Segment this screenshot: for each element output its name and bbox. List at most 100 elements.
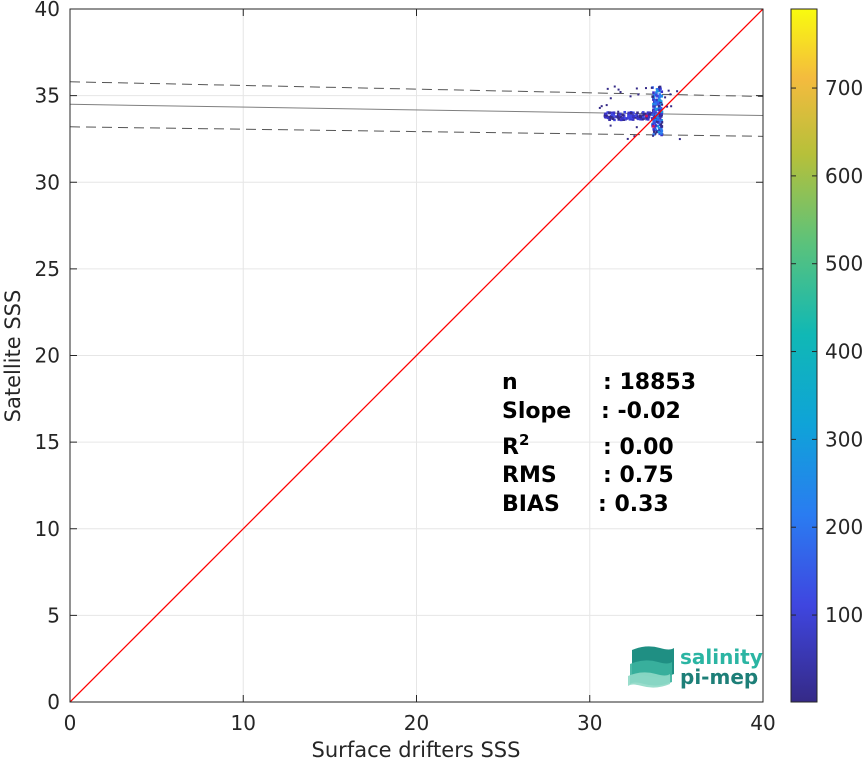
density-cell xyxy=(629,111,633,115)
density-cell xyxy=(666,105,669,108)
density-cell xyxy=(647,115,651,119)
y-tick-label: 35 xyxy=(35,84,60,108)
density-cell xyxy=(658,120,662,123)
density-cell xyxy=(633,135,636,138)
density-cell xyxy=(625,117,629,120)
density-cell xyxy=(606,87,609,90)
density-cell xyxy=(660,125,664,128)
density-cell xyxy=(655,120,659,123)
density-cell xyxy=(652,130,656,133)
salinity-pimep-logo: salinity pi-mep xyxy=(628,645,763,689)
density-cluster xyxy=(598,85,681,141)
stat-bias-value: : 0.33 xyxy=(598,492,669,517)
density-cell xyxy=(670,105,673,108)
density-cell xyxy=(652,91,655,94)
density-cell xyxy=(639,117,642,121)
density-cell xyxy=(617,115,621,119)
density-cell xyxy=(619,115,622,119)
density-cell xyxy=(641,111,645,114)
density-cell xyxy=(657,113,661,117)
density-cell xyxy=(611,115,615,119)
density-cell xyxy=(664,96,667,99)
y-tick-label: 30 xyxy=(35,170,60,194)
density-cell xyxy=(660,129,664,133)
density-cell xyxy=(657,98,661,102)
density-cell xyxy=(606,116,610,120)
density-cell xyxy=(610,112,614,116)
density-cell xyxy=(608,111,611,114)
density-cell xyxy=(646,111,650,114)
x-tick-label: 30 xyxy=(577,711,602,735)
density-cell xyxy=(654,128,658,132)
density-cell xyxy=(660,110,664,114)
density-cell xyxy=(619,118,623,122)
density-cell xyxy=(660,119,663,122)
density-cell xyxy=(621,113,624,117)
x-tick-label: 40 xyxy=(750,711,775,735)
axis-ticks: 0 10 20 30 40 0 5 10 15 20 25 30 35 40 xyxy=(35,0,776,735)
density-cell xyxy=(646,118,650,121)
density-cell xyxy=(605,114,608,117)
density-cell xyxy=(627,114,630,118)
lower-bound-line xyxy=(70,126,763,137)
density-cell xyxy=(652,105,655,108)
density-cell xyxy=(640,117,644,121)
density-cell xyxy=(613,118,616,122)
density-cell xyxy=(657,127,661,130)
density-cell xyxy=(654,111,657,114)
density-cell xyxy=(660,90,664,93)
upper-bound-line xyxy=(70,81,763,97)
density-cell xyxy=(652,134,655,137)
density-cell xyxy=(657,104,661,108)
colorbar-tick-label: 700 xyxy=(825,76,863,100)
density-cell xyxy=(626,137,629,140)
density-cell xyxy=(629,114,633,118)
y-tick-label: 25 xyxy=(35,257,60,281)
stat-n-value: : 18853 xyxy=(603,370,696,395)
y-tick-label: 20 xyxy=(35,344,60,368)
density-cell xyxy=(658,96,661,99)
density-cell xyxy=(648,111,652,115)
density-cell xyxy=(655,93,658,97)
density-cell xyxy=(660,112,664,115)
density-cell xyxy=(657,108,661,112)
density-cell xyxy=(642,117,645,120)
density-cell xyxy=(609,124,612,127)
stat-rms-label: RMS xyxy=(502,463,557,488)
stat-n-label: n xyxy=(502,370,518,395)
density-cell xyxy=(614,115,618,118)
colorbar-tick-label: 300 xyxy=(825,427,863,451)
density-cell xyxy=(637,93,640,96)
density-cell xyxy=(657,88,661,92)
density-cell xyxy=(655,130,659,134)
density-cell xyxy=(652,133,656,136)
density-cell xyxy=(645,116,648,119)
density-cell xyxy=(636,116,639,120)
density-cell xyxy=(656,102,660,106)
density-cell xyxy=(651,113,654,117)
density-cell xyxy=(654,124,658,127)
density-cell xyxy=(635,87,638,90)
density-cell xyxy=(658,132,662,136)
density-cell xyxy=(622,114,626,117)
colorbar-tick-label: 200 xyxy=(825,515,863,539)
y-tick-label: 15 xyxy=(35,430,60,454)
density-cell xyxy=(611,117,615,121)
density-cell xyxy=(608,115,612,119)
density-cell xyxy=(654,132,657,135)
stat-slope-value: : -0.02 xyxy=(601,399,681,424)
density-cell xyxy=(657,106,661,110)
density-cell xyxy=(617,88,620,91)
colorbar-tick-label: 100 xyxy=(825,603,863,627)
density-cell xyxy=(656,89,659,93)
density-cell xyxy=(657,86,661,89)
stat-r2-value: : 0.00 xyxy=(603,435,674,460)
stat-slope-label: Slope xyxy=(502,399,571,424)
density-cell xyxy=(622,118,626,121)
density-peak-cell xyxy=(656,118,660,122)
density-cell xyxy=(650,86,653,89)
density-cell xyxy=(612,111,616,115)
density-highlight-cell xyxy=(652,125,655,128)
x-tick-label: 0 xyxy=(64,711,77,735)
